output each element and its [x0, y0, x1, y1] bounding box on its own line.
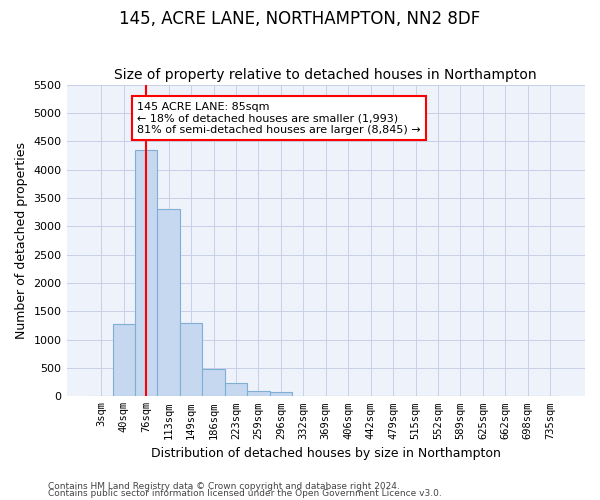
Text: 145 ACRE LANE: 85sqm
← 18% of detached houses are smaller (1,993)
81% of semi-de: 145 ACRE LANE: 85sqm ← 18% of detached h… [137, 102, 421, 135]
Bar [135, 150, 157, 396]
Bar [180, 322, 202, 396]
Text: Contains public sector information licensed under the Open Government Licence v3: Contains public sector information licen… [48, 489, 442, 498]
Bar [247, 390, 269, 396]
X-axis label: Distribution of detached houses by size in Northampton: Distribution of detached houses by size … [151, 447, 501, 460]
Y-axis label: Number of detached properties: Number of detached properties [15, 142, 28, 339]
Bar [157, 210, 180, 396]
Title: Size of property relative to detached houses in Northampton: Size of property relative to detached ho… [115, 68, 537, 82]
Bar [269, 392, 292, 396]
Bar [225, 384, 247, 396]
Text: Contains HM Land Registry data © Crown copyright and database right 2024.: Contains HM Land Registry data © Crown c… [48, 482, 400, 491]
Text: 145, ACRE LANE, NORTHAMPTON, NN2 8DF: 145, ACRE LANE, NORTHAMPTON, NN2 8DF [119, 10, 481, 28]
Bar [202, 369, 225, 396]
Bar [113, 324, 135, 396]
